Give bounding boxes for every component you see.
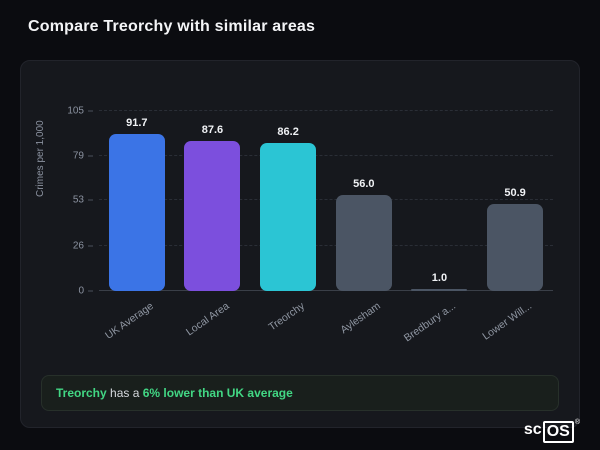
- y-tick-label: 26: [73, 241, 93, 252]
- y-tick-mark: [88, 290, 93, 292]
- plot-area: 0 26 53 79 105 91.7 87.6 86.2 56.0 1.0 50.9: [67, 106, 553, 297]
- bar-group: 50.9: [477, 111, 553, 291]
- insight-connector: has a: [106, 386, 143, 400]
- x-label-slot: Local Area: [175, 291, 251, 353]
- bar-group: 1.0: [402, 111, 478, 291]
- bar-uk-average[interactable]: [108, 133, 165, 291]
- registered-mark: ®: [574, 419, 580, 427]
- y-tick-label: 53: [73, 195, 93, 206]
- bar-group: 56.0: [326, 111, 402, 291]
- bar-value-label: 91.7: [126, 116, 148, 129]
- insight-box: Treorchy has a 6% lower than UK average: [41, 375, 559, 411]
- gridline: [99, 245, 553, 247]
- x-label-slot: UK Average: [99, 291, 175, 353]
- x-tick-label: Lower Will...: [480, 300, 534, 343]
- y-tick-label: 105: [67, 106, 93, 117]
- bar-value-label: 50.9: [504, 186, 526, 199]
- x-axis-line: [99, 290, 553, 291]
- gridline: [99, 154, 553, 156]
- bar-treorchy[interactable]: [260, 143, 317, 291]
- y-tick-label: 79: [73, 150, 93, 161]
- x-label-slot: Lower Will...: [477, 291, 553, 353]
- bar-value-label: 86.2: [277, 126, 299, 139]
- bar-group: 86.2: [250, 111, 326, 291]
- logo-prefix: sc: [523, 421, 542, 439]
- x-tick-label: UK Average: [103, 300, 156, 342]
- bar-lower-will[interactable]: [487, 203, 544, 291]
- insight-highlight: 6% lower than UK average: [142, 386, 293, 400]
- x-tick-label: Bredbury a...: [402, 300, 459, 345]
- bar-value-label: 87.6: [201, 123, 224, 136]
- gridline: [99, 199, 553, 201]
- x-label-slot: Aylesham: [326, 291, 402, 353]
- insight-subject: Treorchy: [56, 386, 107, 400]
- bars-container: 91.7 87.6 86.2 56.0 1.0 50.9: [99, 111, 553, 291]
- y-tick-mark: [88, 155, 93, 157]
- x-tick-label: Local Area: [183, 300, 232, 339]
- x-label-slot: Treorchy: [250, 291, 326, 353]
- y-tick-label: 0: [78, 286, 93, 297]
- scos-logo: sc OS ®: [523, 419, 580, 443]
- bar-group: 87.6: [175, 111, 251, 291]
- bar-group: 91.7: [99, 111, 175, 291]
- gridline: [99, 110, 553, 111]
- bar-chart: Crimes per 1,000 0 26 53 79 105 91.7 87.6 86.2…: [21, 106, 579, 353]
- chart-card: Crimes per 1,000 0 26 53 79 105 91.7 87.6 86.2…: [20, 60, 580, 428]
- bar-local-area[interactable]: [184, 140, 241, 291]
- x-tick-label: Treorchy: [266, 300, 308, 334]
- x-axis-labels: UK Average Local Area Treorchy Aylesham Bred…: [99, 291, 553, 353]
- page-title: Compare Treorchy with similar areas: [28, 18, 316, 35]
- bar-value-label: 1.0: [431, 272, 448, 284]
- bar-value-label: 56.0: [353, 178, 375, 190]
- y-tick-mark: [88, 199, 93, 201]
- bar-bredbury-a[interactable]: [411, 289, 468, 291]
- bar-aylesham[interactable]: [335, 195, 392, 291]
- x-tick-label: Aylesham: [338, 300, 383, 337]
- x-label-slot: Bredbury a...: [402, 291, 478, 353]
- y-axis-ticks: 0 26 53 79 105: [47, 106, 93, 297]
- y-tick-mark: [88, 110, 93, 112]
- y-tick-mark: [88, 245, 93, 247]
- y-axis-label: Crimes per 1,000: [35, 120, 46, 197]
- logo-boxed-text: OS: [542, 421, 574, 443]
